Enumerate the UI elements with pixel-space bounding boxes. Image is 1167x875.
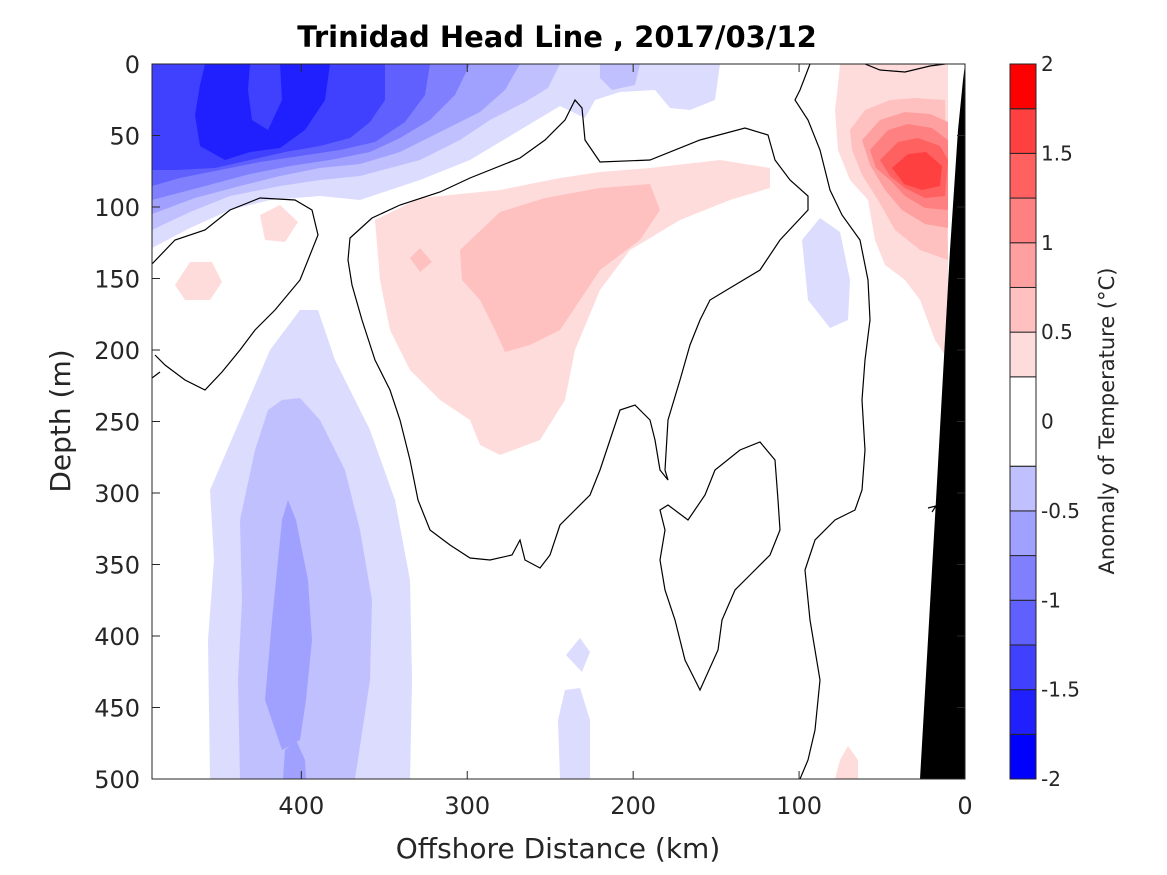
y-tick-label: 400 <box>94 623 140 651</box>
y-tick-label: 100 <box>94 194 140 222</box>
x-axis-label: Offshore Distance (km) <box>396 832 721 865</box>
x-tick-label: 100 <box>776 792 822 820</box>
colorbar-swatch <box>1009 689 1037 735</box>
colorbar-swatch <box>1009 331 1037 378</box>
contour-fills <box>152 64 965 779</box>
y-tick-label: 200 <box>94 337 140 365</box>
zero-contour-west-edge <box>152 371 161 379</box>
x-tick-label: 300 <box>444 792 490 820</box>
contour-fill-deep-075b <box>283 740 306 779</box>
contour-fill-cool-patch-d <box>802 218 850 328</box>
contour-fill-warm-patch-f <box>175 262 222 300</box>
zero-contour-central <box>347 98 809 569</box>
contour-fill-cool-patch-b <box>558 688 590 779</box>
colorbar-swatch <box>1009 465 1037 512</box>
contour-fill-cool-patch-c <box>566 638 590 672</box>
contour-fill-warm-patch-e <box>260 205 298 242</box>
colorbar-tick-label: -1 <box>1041 588 1061 612</box>
contour-fill-deep-075 <box>265 500 312 750</box>
colorbar: 2 1.5 1 0.5 0 -0.5 -1 -1.5 -2 <box>1009 52 1080 791</box>
colorbar-swatch <box>1009 152 1037 199</box>
y-tick-label: 350 <box>94 552 140 580</box>
colorbar-tick-label: 1.5 <box>1041 141 1073 165</box>
contour-fill-nearshore-150 <box>892 152 942 190</box>
zero-contour-lines <box>152 64 946 779</box>
colorbar-swatch <box>1009 555 1037 601</box>
y-axis-label: Depth (m) <box>44 349 77 492</box>
contour-fill-cold-patch-a <box>600 64 640 90</box>
contour-fill-warm-050-small <box>410 248 432 272</box>
colorbar-swatch <box>1009 108 1037 154</box>
colorbar-swatch <box>1009 376 1037 467</box>
y-tick-label: 500 <box>94 766 140 794</box>
zero-contour-west <box>152 197 319 391</box>
y-tick-label: 450 <box>94 695 140 723</box>
x-tick-label: 200 <box>610 792 656 820</box>
colorbar-swatch <box>1009 644 1037 691</box>
zero-contour-island <box>659 441 781 692</box>
y-tick-label: 150 <box>94 266 140 294</box>
x-tick-label: 400 <box>278 792 324 820</box>
zero-contour-eastern-band <box>794 64 871 779</box>
zero-contour-eastern-top <box>864 64 946 73</box>
colorbar-tick-label: 1 <box>1041 231 1054 255</box>
x-tick-label: 0 <box>957 792 972 820</box>
chart-title: Trinidad Head Line , 2017/03/12 <box>297 20 817 54</box>
colorbar-label: Anomaly of Temperature (°C) <box>1095 268 1119 575</box>
colorbar-swatch <box>1009 733 1037 780</box>
x-axis: 400 300 200 100 0 <box>278 64 973 820</box>
colorbar-swatch <box>1009 63 1037 110</box>
y-tick-label: 250 <box>94 409 140 437</box>
colorbar-tick-label: -1.5 <box>1041 678 1080 702</box>
y-tick-label: 300 <box>94 480 140 508</box>
colorbar-tick-label: 0 <box>1041 410 1054 434</box>
colorbar-swatch <box>1009 510 1037 557</box>
y-tick-label: 50 <box>109 123 140 151</box>
contour-fill-warm-050 <box>460 184 660 352</box>
contour-fill-cold-150-pocket <box>248 64 282 130</box>
colorbar-swatch <box>1009 242 1037 288</box>
bathymetry-mask <box>920 64 965 779</box>
y-axis: 0 50 100 150 200 250 300 350 400 450 500 <box>94 51 965 794</box>
colorbar-frame <box>1009 63 1037 780</box>
colorbar-tick-label: -0.5 <box>1041 499 1080 523</box>
y-tick-label: 0 <box>125 51 140 79</box>
colorbar-swatch <box>1009 197 1037 244</box>
colorbar-swatch <box>1009 286 1037 333</box>
colorbar-tick-label: 0.5 <box>1041 320 1073 344</box>
contour-fill-warm-deep-patch <box>835 746 858 779</box>
colorbar-tick-label: -2 <box>1041 767 1061 791</box>
colorbar-tick-label: 2 <box>1041 52 1054 76</box>
colorbar-swatch <box>1009 599 1037 646</box>
